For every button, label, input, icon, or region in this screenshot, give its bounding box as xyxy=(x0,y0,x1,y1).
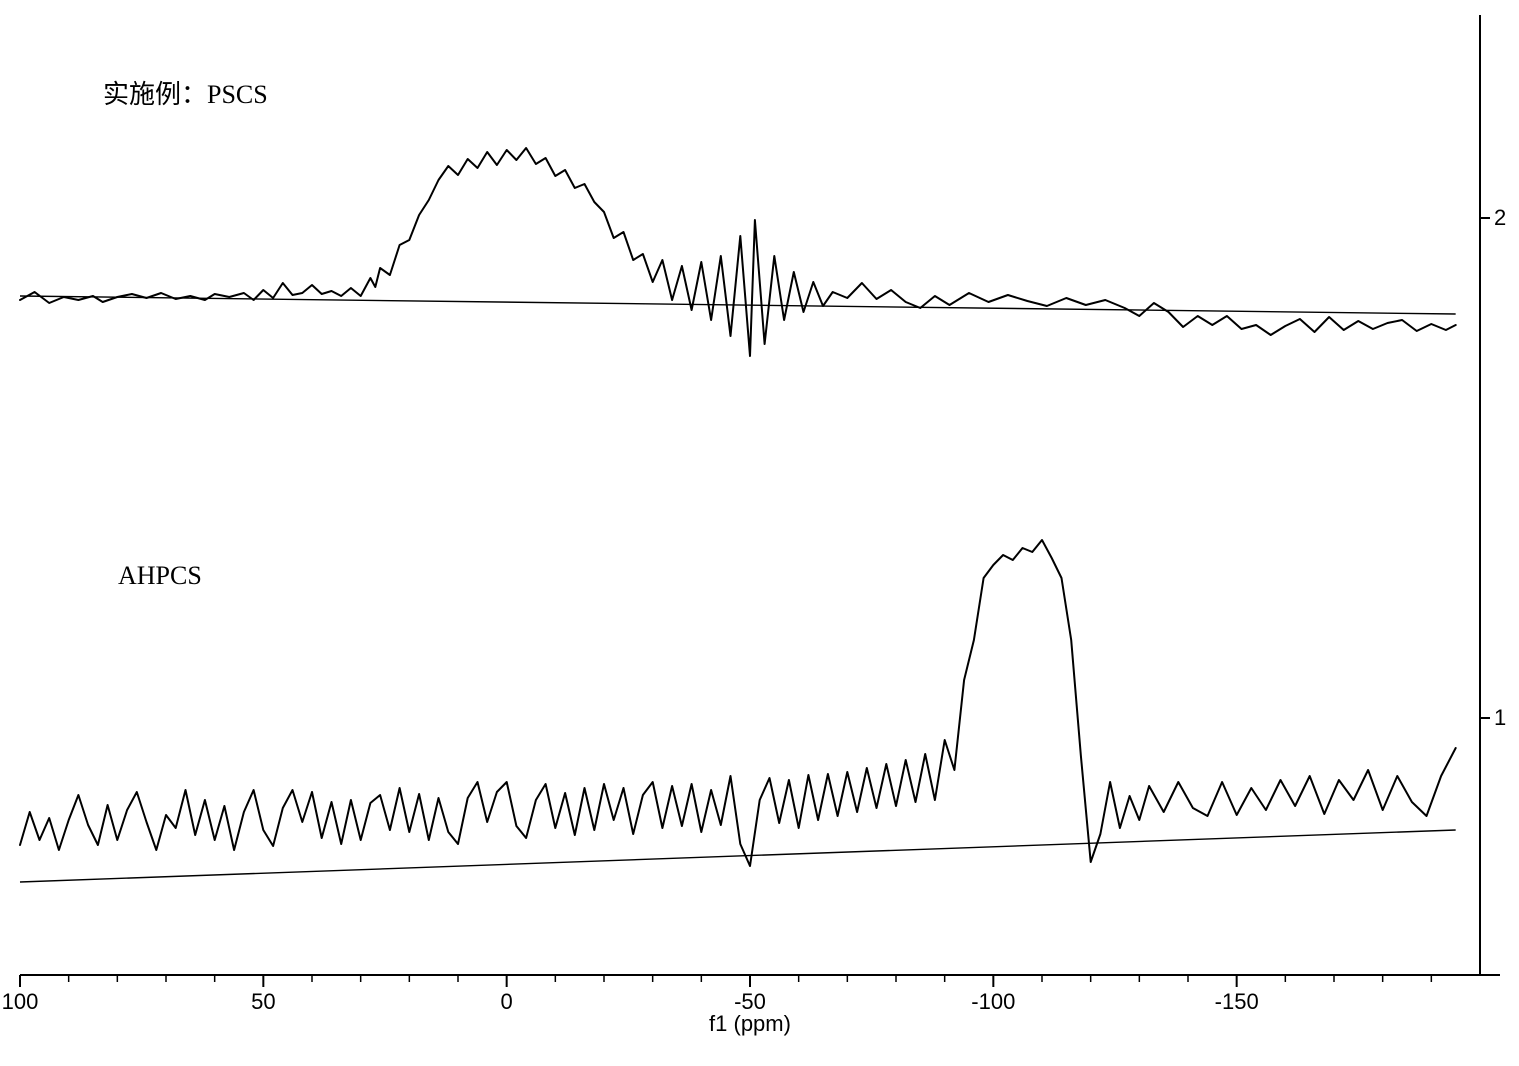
nmr-chart: 12实施例：PSCSAHPCS100500-50-100-150f1 (ppm) xyxy=(0,0,1519,1066)
chart-container: 12实施例：PSCSAHPCS100500-50-100-150f1 (ppm) xyxy=(0,0,1519,1066)
ahpcs-label: AHPCS xyxy=(118,561,202,590)
y-tick-label: 2 xyxy=(1494,205,1506,230)
y-tick-label: 1 xyxy=(1494,705,1506,730)
pscs-baseline xyxy=(20,296,1456,314)
x-tick-label: 100 xyxy=(2,989,39,1014)
ahpcs-baseline xyxy=(20,830,1456,882)
x-tick-label: 0 xyxy=(501,989,513,1014)
pscs-label: 实施例：PSCS xyxy=(103,80,268,109)
x-axis-label: f1 (ppm) xyxy=(709,1011,791,1036)
x-tick-label: -100 xyxy=(971,989,1015,1014)
x-tick-label: -150 xyxy=(1215,989,1259,1014)
x-tick-label: 50 xyxy=(251,989,275,1014)
pscs-spectrum xyxy=(20,148,1456,356)
ahpcs-spectrum xyxy=(20,540,1456,866)
